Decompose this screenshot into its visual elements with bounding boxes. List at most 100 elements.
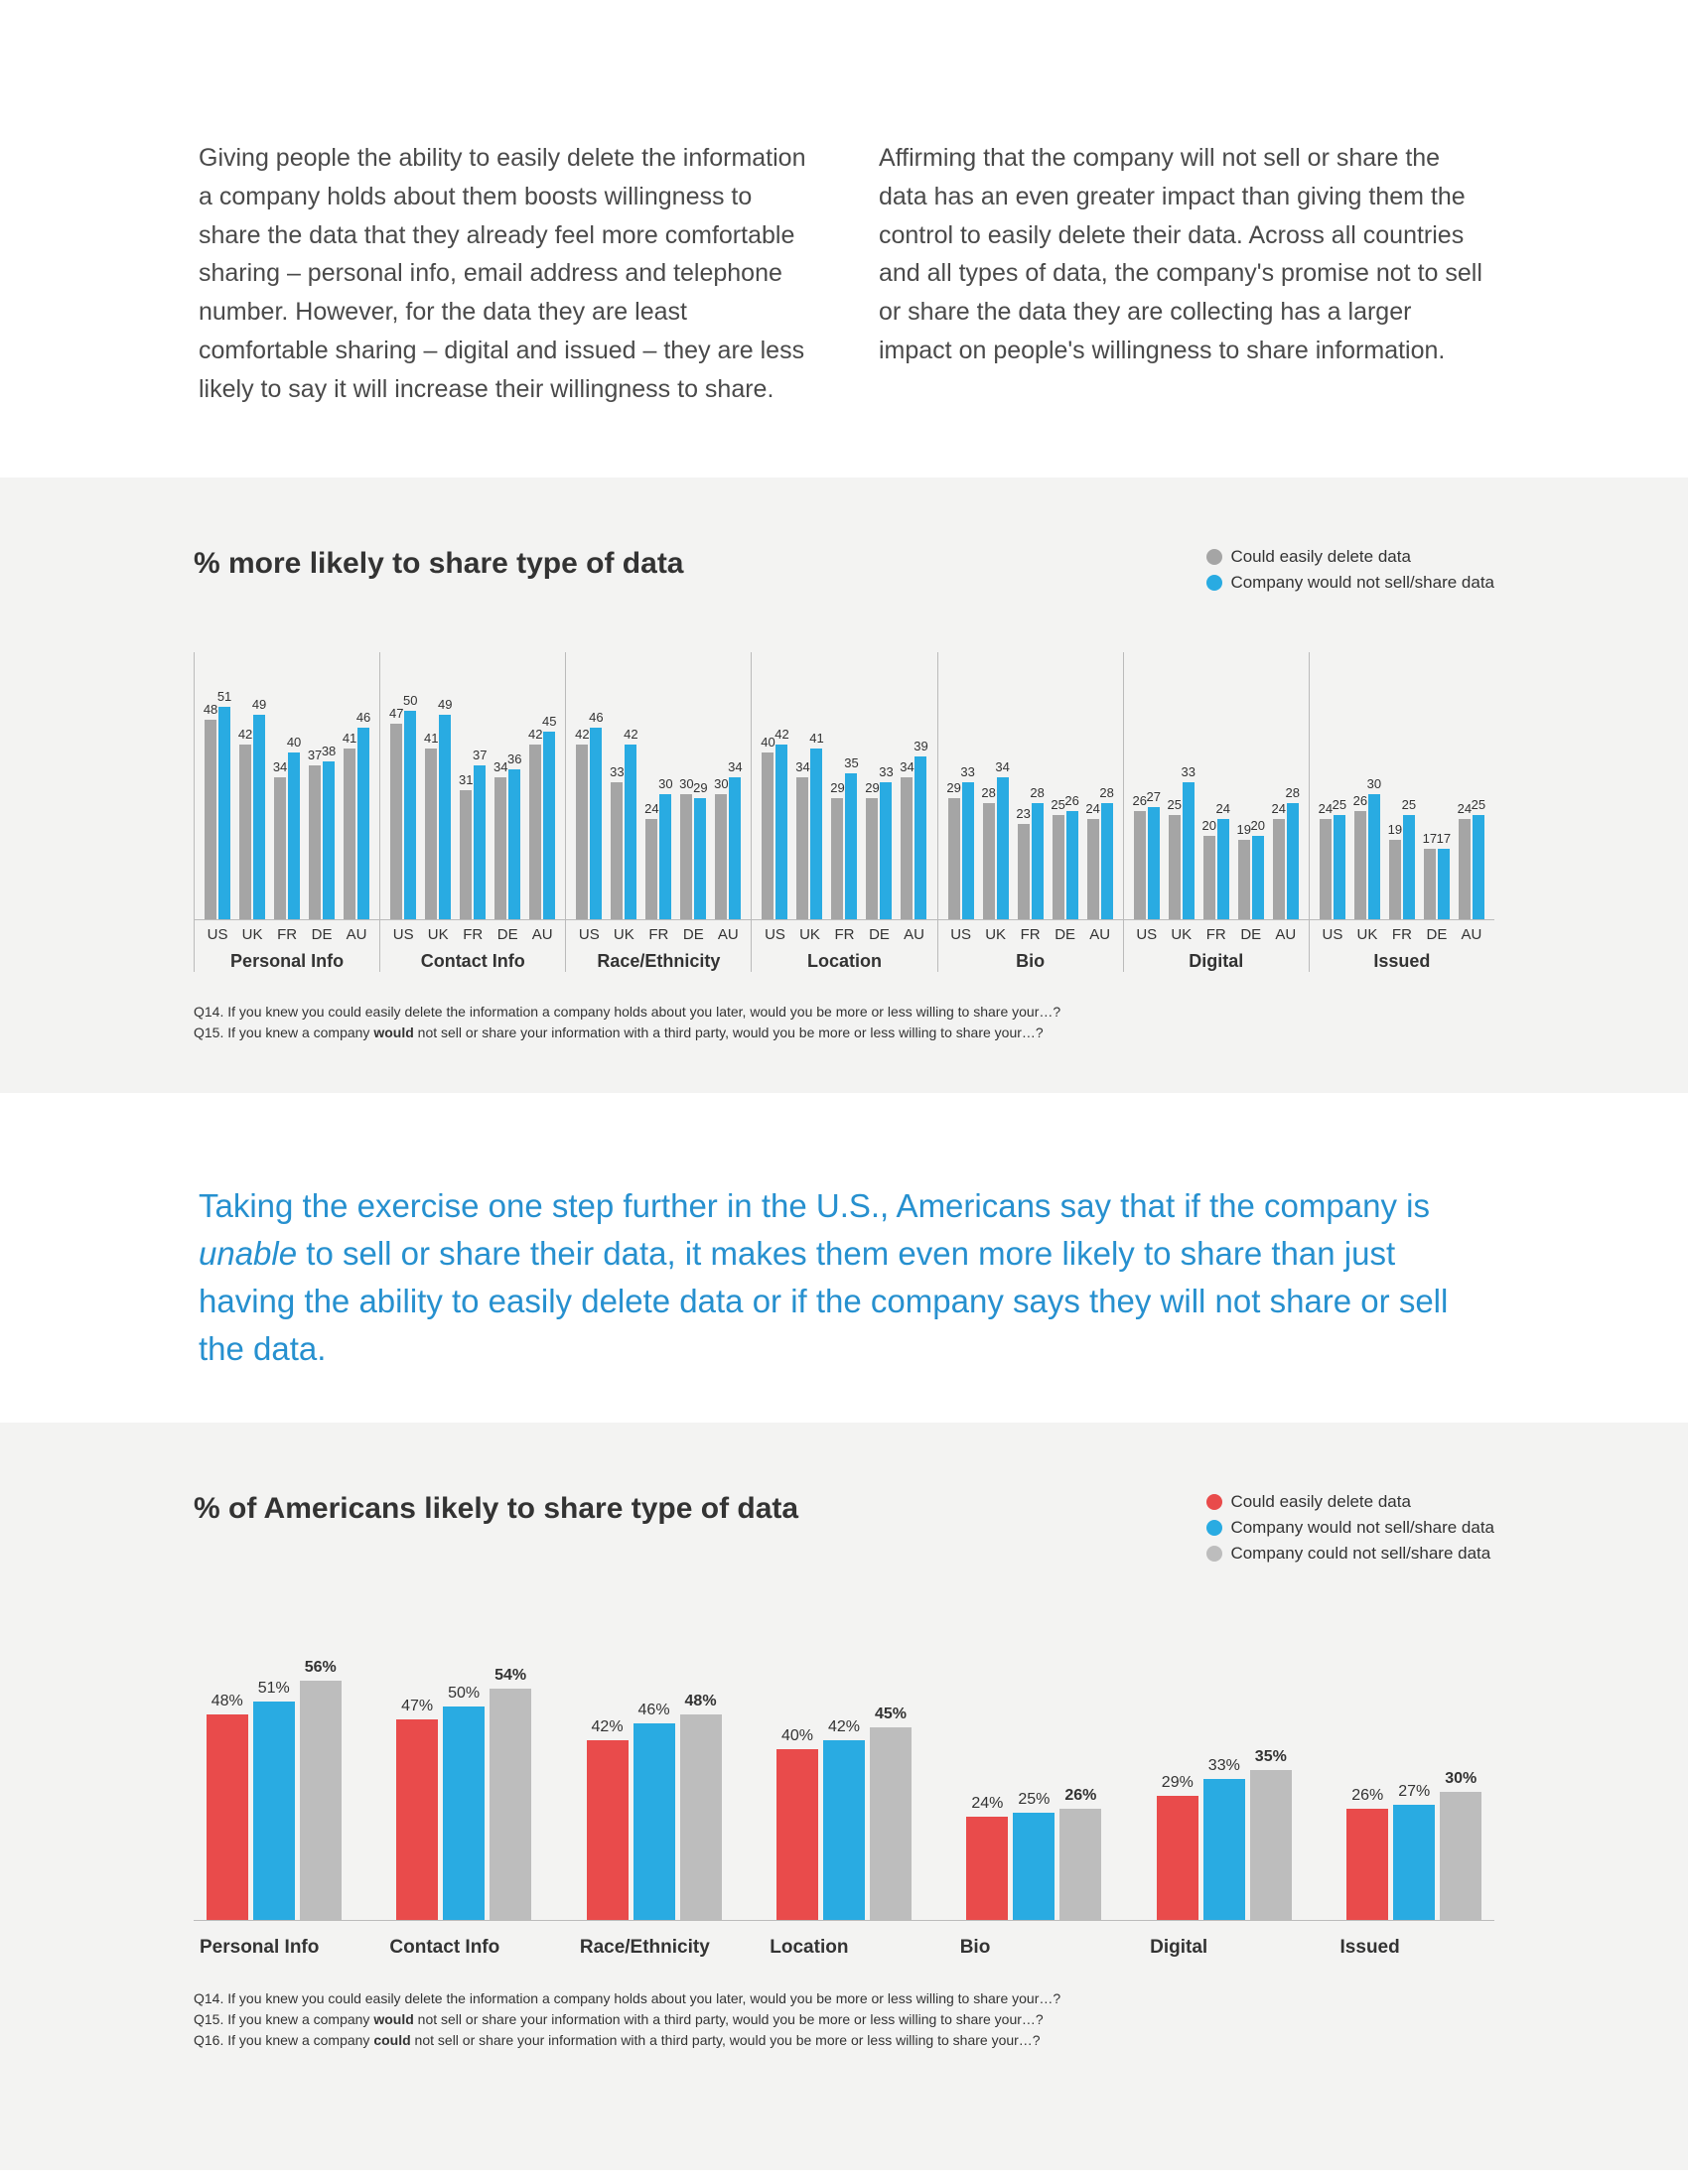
bar-would-not: 33%	[1203, 1779, 1245, 1920]
bar-value-label: 47%	[401, 1698, 433, 1715]
bar-value-label: 33	[879, 764, 893, 779]
bar-value-label: 42%	[592, 1718, 624, 1736]
chart1-section: % more likely to share type of data Coul…	[0, 478, 1688, 1093]
group-name: Bio	[954, 1937, 1114, 1959]
legend-label: Company could not sell/share data	[1230, 1544, 1490, 1564]
bar-delete: 24	[1320, 819, 1332, 919]
bar-notsell: 30	[1368, 794, 1380, 919]
country-row: USUKFRDEAU	[566, 920, 751, 943]
bar-value-label: 20	[1251, 818, 1265, 833]
chart1: 48514249344037384146USUKFRDEAUPersonal I…	[194, 652, 1494, 972]
bar-pair: 4750	[390, 711, 416, 919]
bar-could-not: 35%	[1250, 1770, 1292, 1920]
chart1-group: 26272533202419202428USUKFRDEAUDigital	[1124, 652, 1310, 972]
group-name: Bio	[938, 951, 1123, 972]
bar-value-label: 34	[795, 759, 809, 774]
bars-row: 26272533202419202428	[1124, 652, 1309, 920]
country-row: USUKFRDEAU	[195, 920, 379, 943]
page: Giving people the ability to easily dele…	[0, 0, 1688, 2170]
bar-notsell: 24	[1217, 819, 1229, 919]
country-label: FR	[460, 926, 486, 943]
bar-value-label: 45%	[875, 1706, 907, 1723]
legend-label: Company would not sell/share data	[1230, 573, 1494, 593]
country-label: AU	[1459, 926, 1484, 943]
bar-value-label: 34	[493, 759, 507, 774]
bar-value-label: 48%	[685, 1693, 717, 1710]
country-row: USUKFRDEAU	[1310, 920, 1494, 943]
bar-pair: 4146	[344, 728, 369, 919]
bar-notsell: 49	[439, 715, 451, 919]
bar-pair: 2834	[983, 777, 1009, 919]
bar-value-label: 34	[728, 759, 742, 774]
bar-value-label: 29	[946, 780, 960, 795]
bar-pair: 1717	[1424, 849, 1450, 919]
bar-value-label: 26	[1133, 793, 1147, 808]
country-label: FR	[1389, 926, 1415, 943]
blue-post: to sell or share their data, it makes th…	[199, 1235, 1448, 1367]
bar-notsell: 33	[1183, 782, 1195, 920]
country-label: US	[576, 926, 602, 943]
group-name: Digital	[1124, 951, 1309, 972]
bar-pair: 2024	[1203, 819, 1229, 919]
bar-would-not: 50%	[443, 1706, 485, 1920]
bar-delete: 34	[901, 777, 913, 919]
bar-notsell: 33	[880, 782, 892, 920]
bar-notsell: 28	[1101, 803, 1113, 920]
bar-delete: 42	[529, 745, 541, 919]
bar-pair: 2935	[831, 773, 857, 919]
country-label: US	[762, 926, 787, 943]
country-label: DE	[1424, 926, 1450, 943]
bar-pair: 2428	[1087, 803, 1113, 920]
bar-notsell: 28	[1032, 803, 1044, 920]
legend-item: Could easily delete data	[1206, 1492, 1494, 1512]
bar-pair: 2428	[1273, 803, 1299, 920]
chart1-footnotes: Q14. If you knew you could easily delete…	[194, 1002, 1494, 1043]
bar-value-label: 29	[865, 780, 879, 795]
chart1-group: 42463342243030293034USUKFRDEAURace/Ethni…	[566, 652, 752, 972]
bar-value-label: 25%	[1018, 1791, 1050, 1809]
bar-pair: 2533	[1169, 782, 1195, 920]
bar-value-label: 26	[1353, 793, 1367, 808]
bar-value-label: 37	[308, 748, 322, 762]
legend-swatch	[1206, 1520, 1222, 1536]
legend-swatch	[1206, 1546, 1222, 1562]
bar-pair: 2933	[948, 782, 974, 920]
bar-delete: 29%	[1157, 1796, 1198, 1920]
bar-value-label: 28	[981, 785, 995, 800]
bar-value-label: 30	[658, 776, 672, 791]
country-label: DE	[866, 926, 892, 943]
bars-row: 48514249344037384146	[195, 652, 379, 920]
bar-value-label: 35	[844, 755, 858, 770]
bar-notsell: 50	[404, 711, 416, 919]
bar-value-label: 46	[356, 710, 370, 725]
bar-value-label: 45	[542, 714, 556, 729]
bar-notsell: 49	[253, 715, 265, 919]
bar-delete: 34	[796, 777, 808, 919]
bar-could-not: 30%	[1440, 1792, 1481, 1920]
bar-value-label: 28	[1030, 785, 1044, 800]
bar-value-label: 25	[1402, 797, 1416, 812]
bar-delete: 19	[1238, 840, 1250, 919]
bar-pair: 3436	[494, 769, 520, 919]
bar-value-label: 50	[403, 693, 417, 708]
bar-value-label: 47	[389, 706, 403, 721]
chart1-group: 48514249344037384146USUKFRDEAUPersonal I…	[195, 652, 380, 972]
bar-pair: 4851	[205, 707, 230, 919]
bar-value-label: 19	[1388, 822, 1402, 837]
footnote-line: Q14. If you knew you could easily delete…	[194, 1002, 1494, 1023]
chart1-title: % more likely to share type of data	[194, 547, 684, 581]
bar-pair: 2526	[1053, 811, 1078, 919]
bar-value-label: 33%	[1208, 1757, 1240, 1775]
bar-pair: 4042	[762, 745, 787, 919]
bar-value-label: 34	[995, 759, 1009, 774]
chart2-group: 42% 46% 48%	[574, 1623, 734, 1920]
bar-pair: 2425	[1459, 815, 1484, 919]
group-name: Digital	[1144, 1937, 1304, 1959]
bar-pair: 4149	[425, 715, 451, 919]
bar-could-not: 48%	[680, 1714, 722, 1919]
bar-notsell: 20	[1252, 836, 1264, 919]
country-label: DE	[1053, 926, 1078, 943]
bar-value-label: 46%	[638, 1702, 670, 1719]
country-label: DE	[1238, 926, 1264, 943]
bar-delete: 34	[274, 777, 286, 919]
